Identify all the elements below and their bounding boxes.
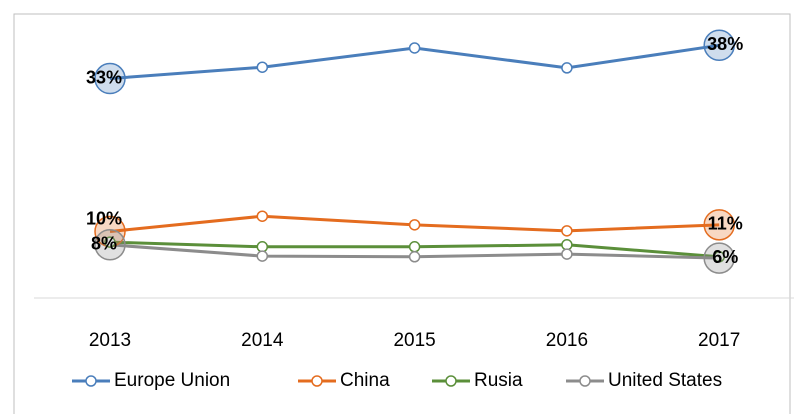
x-tick-label: 2015 (393, 330, 435, 351)
data-label: 6% (712, 247, 738, 267)
x-tick-label: 2017 (698, 330, 740, 351)
data-label: 11% (708, 214, 743, 234)
point-marker (256, 210, 269, 222)
legend-label: Europe Union (114, 370, 230, 391)
point-marker (703, 242, 735, 274)
point-marker (256, 61, 269, 73)
point-marker (703, 209, 735, 241)
point-marker (713, 251, 725, 263)
legend-marker (579, 375, 591, 387)
point-marker (94, 229, 126, 261)
chart-border (13, 13, 791, 414)
x-tick-label: 2013 (89, 330, 131, 351)
point-marker (408, 219, 421, 231)
point-marker (561, 225, 573, 237)
x-tick-label: 2016 (546, 330, 588, 351)
point-marker (94, 62, 126, 95)
point-marker (104, 236, 116, 248)
point-marker (256, 250, 269, 262)
point-marker (256, 241, 269, 253)
legend-marker (445, 375, 457, 387)
data-label: 8% (91, 234, 117, 254)
point-marker (703, 29, 735, 62)
legend-marker (85, 375, 97, 387)
point-marker (561, 239, 573, 251)
data-label: 33% (86, 67, 122, 87)
legend-label: United States (608, 370, 722, 391)
x-tick-label: 2014 (241, 330, 284, 351)
legend-label: Rusia (474, 370, 523, 391)
legend-marker (311, 375, 323, 387)
point-marker (408, 241, 421, 253)
point-marker (561, 62, 573, 74)
point-marker (561, 248, 573, 260)
point-marker (408, 251, 421, 263)
legend-label: China (340, 370, 390, 391)
data-label: 10% (86, 208, 122, 228)
data-label: 38% (707, 34, 743, 54)
point-marker (408, 42, 421, 54)
